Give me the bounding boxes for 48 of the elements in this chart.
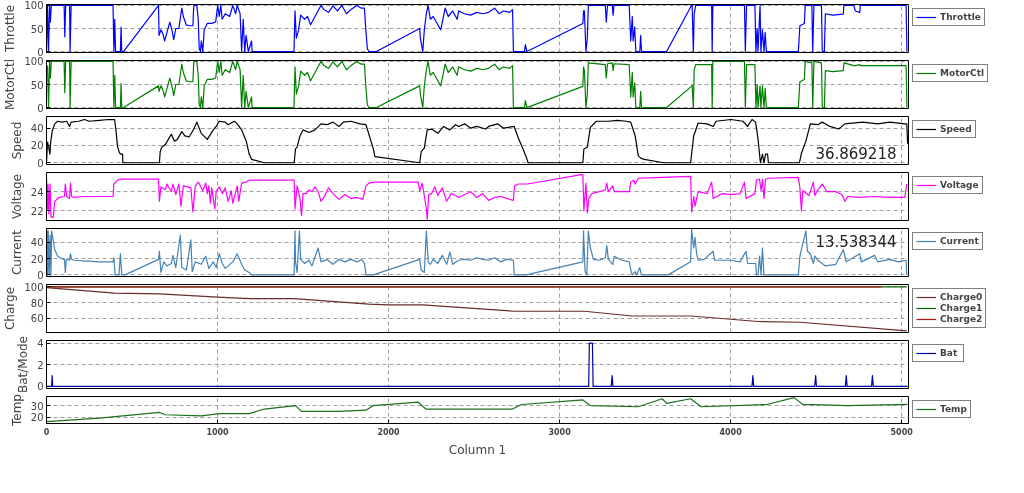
legend-label: Charge2 (940, 314, 983, 324)
y-axis-title: MotorCtl (3, 58, 18, 111)
y-tick-label: 22 (30, 205, 44, 217)
y-tick-label: 2 (37, 359, 44, 371)
y-tick-label: 24 (30, 186, 44, 198)
annotation: 13.538344 (815, 232, 897, 251)
y-tick-label: 0 (37, 102, 44, 114)
y-axis-title: Speed (9, 121, 24, 160)
y-tick-label: 0 (37, 381, 44, 393)
y-tick-label: 50 (30, 79, 44, 91)
legend-label: Charge1 (940, 303, 983, 313)
y-tick-label: 0 (37, 269, 44, 281)
y-axis-title: Temp (9, 394, 24, 427)
legend-label: Temp (940, 404, 967, 414)
x-tick-label: 4000 (719, 427, 743, 437)
legend-label: Speed (940, 124, 972, 134)
y-tick-label: 50 (30, 23, 44, 35)
y-tick-label: 40 (30, 237, 44, 249)
x-tick-label: 3000 (548, 427, 572, 437)
legend-label: Voltage (940, 180, 979, 190)
x-tick-label: 2000 (377, 427, 401, 437)
y-axis-title: Bat/Mode (16, 335, 31, 394)
y-tick-label: 40 (30, 123, 44, 135)
legend-label: MotorCtl (940, 68, 985, 78)
legend-label: Throttle (940, 12, 981, 22)
y-tick-label: 0 (37, 157, 44, 169)
x-axis-title: Column 1 (448, 442, 507, 457)
y-tick-label: 30 (30, 400, 44, 412)
legend-label: Current (940, 236, 979, 246)
y-axis-title: Current (9, 229, 24, 276)
x-tick-label: 1000 (206, 427, 230, 437)
y-tick-label: 20 (30, 412, 44, 424)
y-tick-label: 100 (24, 0, 44, 12)
y-axis-title: Charge (3, 286, 18, 331)
y-tick-label: 80 (30, 297, 44, 309)
x-tick-label: 5000 (890, 427, 914, 437)
annotation: 36.869218 (815, 144, 897, 163)
y-axis-title: Throttle (3, 4, 18, 54)
legend-label: Bat (940, 348, 959, 358)
y-tick-label: 100 (24, 281, 44, 293)
y-tick-label: 20 (30, 140, 44, 152)
y-axis-title: Voltage (9, 173, 24, 220)
y-tick-label: 0 (37, 46, 44, 58)
y-tick-label: 20 (30, 253, 44, 265)
legend-label: Charge0 (940, 292, 983, 302)
y-tick-label: 4 (37, 338, 44, 350)
y-tick-label: 100 (24, 56, 44, 68)
y-tick-label: 60 (30, 313, 44, 325)
